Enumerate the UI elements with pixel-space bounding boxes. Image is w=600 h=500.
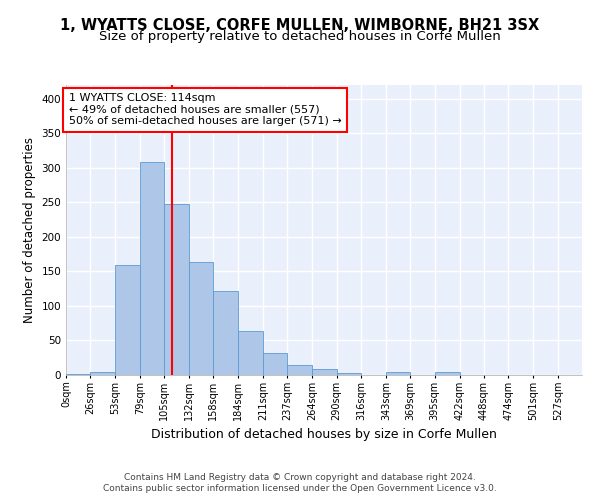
Bar (214, 292, 238, 375)
Bar (337, 373, 361, 375)
X-axis label: Distribution of detached houses by size in Corfe Mullen: Distribution of detached houses by size … (151, 428, 497, 442)
Text: Contains HM Land Registry data © Crown copyright and database right 2024.: Contains HM Land Registry data © Crown c… (124, 472, 476, 482)
Bar (66, 374, 90, 375)
Text: Size of property relative to detached houses in Corfe Mullen: Size of property relative to detached ho… (99, 30, 501, 43)
Bar (313, 369, 337, 375)
Bar (238, 331, 263, 375)
Bar (140, 162, 164, 375)
Text: Contains public sector information licensed under the Open Government Licence v3: Contains public sector information licen… (103, 484, 497, 493)
Bar (263, 353, 287, 375)
Bar (115, 264, 140, 375)
Text: 1, WYATTS CLOSE, CORFE MULLEN, WIMBORNE, BH21 3SX: 1, WYATTS CLOSE, CORFE MULLEN, WIMBORNE,… (61, 18, 539, 32)
Bar (434, 372, 460, 375)
Bar (90, 372, 115, 375)
Y-axis label: Number of detached properties: Number of detached properties (23, 137, 36, 323)
Text: 1 WYATTS CLOSE: 114sqm
← 49% of detached houses are smaller (557)
50% of semi-de: 1 WYATTS CLOSE: 114sqm ← 49% of detached… (69, 94, 341, 126)
Bar (164, 204, 189, 375)
Bar (287, 364, 313, 375)
Bar (189, 262, 214, 375)
Bar (386, 372, 410, 375)
